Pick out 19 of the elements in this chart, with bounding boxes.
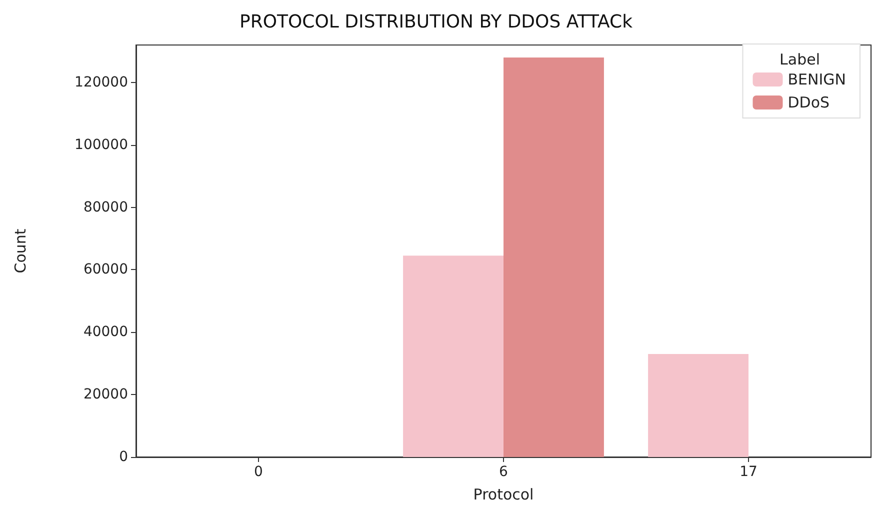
bar	[403, 256, 504, 457]
x-axis-title: Protocol	[473, 486, 534, 504]
legend-title: Label	[780, 50, 820, 68]
bar	[648, 354, 748, 457]
y-tick-label: 100000	[74, 136, 128, 153]
y-tick-label: 40000	[83, 324, 128, 340]
y-axis-title: Count	[12, 228, 30, 274]
chart-title: PROTOCOL DISTRIBUTION BY DDOS ATTACk	[239, 12, 634, 32]
bar	[504, 57, 604, 457]
x-tick-label: 17	[740, 464, 758, 480]
legend-label: BENIGN	[788, 70, 846, 88]
x-tick-label: 6	[499, 464, 508, 480]
y-tick-label: 0	[119, 449, 128, 465]
legend-label: DDoS	[788, 94, 830, 112]
y-tick-label: 60000	[83, 262, 128, 278]
y-tick-label: 120000	[74, 74, 128, 90]
y-tick-label: 20000	[83, 386, 128, 403]
x-tick-label: 0	[254, 464, 263, 480]
y-tick-label: 80000	[83, 199, 128, 216]
